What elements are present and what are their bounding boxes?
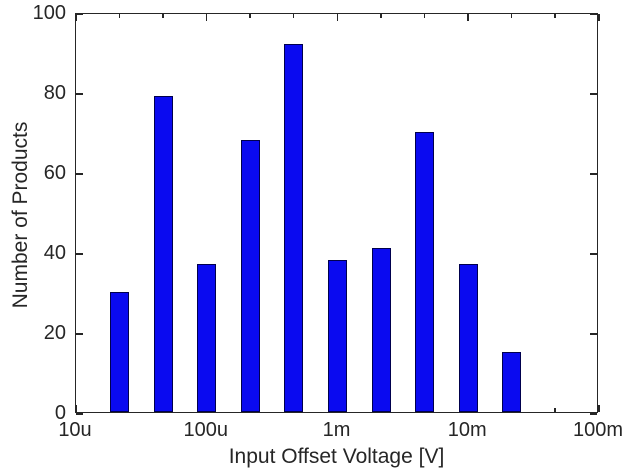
x-minor-tick <box>380 14 382 18</box>
x-minor-tick <box>554 408 556 412</box>
y-major-tick <box>76 413 83 415</box>
bar <box>240 140 260 412</box>
y-major-tick <box>590 253 597 255</box>
x-tick-label: 100u <box>183 419 229 441</box>
y-major-tick <box>590 173 597 175</box>
y-axis-label: Number of Products <box>9 121 32 309</box>
y-major-tick <box>590 13 597 15</box>
bar <box>458 264 478 412</box>
x-major-tick <box>336 14 338 21</box>
y-major-tick <box>76 93 83 95</box>
y-tick-label: 60 <box>43 162 66 184</box>
x-minor-tick <box>423 14 426 18</box>
plot-area <box>75 13 600 415</box>
x-major-tick <box>75 405 77 412</box>
y-major-tick <box>590 413 597 415</box>
y-major-tick <box>76 13 83 15</box>
x-minor-tick <box>292 14 295 18</box>
bar <box>284 44 304 412</box>
y-major-tick <box>76 173 83 175</box>
bar <box>153 96 173 412</box>
y-tick-label: 80 <box>43 82 66 104</box>
x-tick-label: 10m <box>447 419 487 441</box>
bar <box>110 292 130 412</box>
x-axis-label: Input Offset Voltage [V] <box>228 445 445 468</box>
bar <box>328 260 347 412</box>
x-minor-tick <box>249 14 251 18</box>
x-minor-tick <box>162 14 164 18</box>
x-minor-tick <box>554 14 556 18</box>
bar <box>415 132 435 412</box>
x-major-tick <box>75 14 77 21</box>
y-tick-label: 100 <box>32 2 66 24</box>
y-major-tick <box>590 333 597 335</box>
x-major-tick <box>598 14 600 21</box>
y-major-tick <box>76 333 83 335</box>
y-tick-label: 40 <box>43 242 66 264</box>
bar <box>502 352 522 412</box>
y-major-tick <box>76 253 83 255</box>
x-minor-tick <box>510 14 513 18</box>
bar <box>371 248 391 412</box>
y-major-tick <box>590 93 597 95</box>
x-tick-label: 1m <box>322 419 351 441</box>
y-tick-label: 20 <box>43 322 66 344</box>
x-major-tick <box>467 14 469 21</box>
x-minor-tick <box>118 14 121 18</box>
x-major-tick <box>205 14 208 21</box>
x-tick-label: 100m <box>572 419 624 441</box>
bar <box>197 264 217 412</box>
x-tick-label: 10u <box>58 419 92 441</box>
y-tick-label: 0 <box>54 402 66 424</box>
x-major-tick <box>598 405 600 412</box>
